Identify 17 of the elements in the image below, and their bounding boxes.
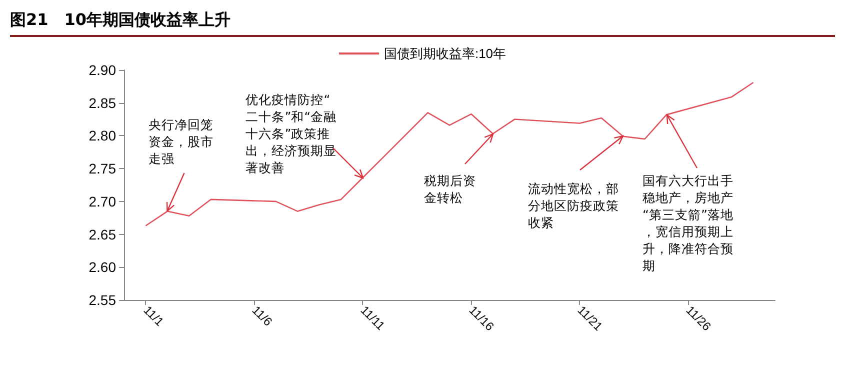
annotation: 国有六大行出手稳地产，房地产“第三支箭”落地，宽信用预期上升，降准符合预期	[642, 172, 734, 274]
annotation: 央行净回笼资金，股市走强	[148, 116, 214, 168]
x-tick-label: 11/6	[249, 303, 276, 330]
y-tick-label: 2.80	[88, 128, 116, 144]
y-tick-label: 2.65	[88, 226, 116, 242]
y-tick-label: 2.60	[88, 259, 116, 276]
annotation: 流动性宽松，部分地区防疫政策收紧	[528, 180, 620, 232]
chart-title: 图21 10年期国债收益率上升	[10, 10, 835, 37]
annotation: 税期后资金转松	[424, 172, 477, 206]
y-tick-label: 2.90	[88, 62, 116, 78]
y-tick-label: 2.85	[88, 94, 116, 111]
x-tick-label: 11/1	[140, 303, 167, 330]
y-tick-label: 2.70	[88, 193, 116, 210]
y-tick-label: 2.75	[88, 160, 116, 177]
annotation: 优化疫情防控“二十条”和“金融十六条”政策推出，经济预期显著改善	[246, 90, 338, 176]
legend-label: 国债到期收益率:10年	[384, 46, 506, 61]
y-tick-label: 2.55	[88, 292, 116, 308]
